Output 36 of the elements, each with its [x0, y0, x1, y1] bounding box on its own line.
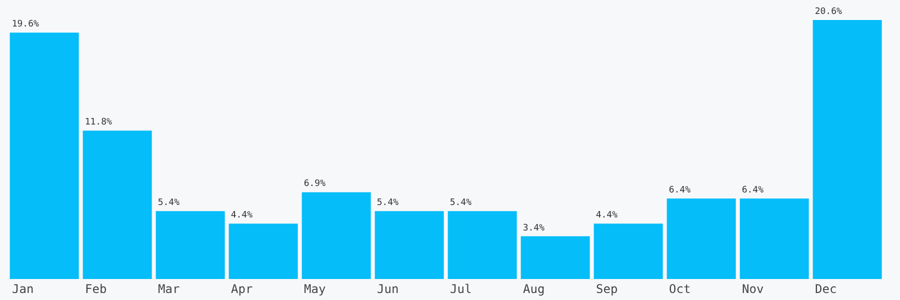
- bar: [228, 224, 298, 279]
- bar: [156, 211, 225, 279]
- bar: [448, 211, 517, 279]
- bar: [82, 130, 152, 279]
- data-label: 5.4%: [376, 198, 400, 208]
- x-tick-label: Dec: [815, 282, 837, 296]
- data-label: 4.4%: [596, 210, 618, 221]
- bar: [594, 224, 663, 279]
- data-label: 6.4%: [742, 186, 764, 196]
- x-tick-label: Feb: [85, 282, 107, 296]
- x-tick-label: Jun: [377, 282, 399, 296]
- x-tick-label: Jul: [450, 282, 472, 296]
- bar: [740, 198, 809, 279]
- x-tick-label: May: [304, 282, 326, 296]
- bar: [302, 192, 371, 279]
- x-tick-label: Jan: [12, 282, 34, 296]
- data-label: 6.4%: [668, 186, 692, 196]
- bar: [520, 236, 590, 279]
- bar: [812, 20, 882, 279]
- data-label: 5.4%: [158, 198, 180, 208]
- x-tick-label: Oct: [669, 282, 691, 296]
- data-label: 19.6%: [12, 20, 40, 30]
- bar: [666, 198, 736, 279]
- data-label: 4.4%: [230, 210, 254, 221]
- bar: [10, 32, 79, 279]
- data-label: 11.8%: [84, 118, 112, 128]
- data-label: 20.6%: [814, 7, 842, 17]
- x-tick-label: Nov: [742, 282, 764, 296]
- data-label: 3.4%: [522, 223, 546, 234]
- x-tick-label: Aug: [523, 282, 545, 296]
- bar: [374, 211, 444, 279]
- data-label: 6.9%: [304, 179, 326, 190]
- x-tick-label: Sep: [596, 282, 618, 296]
- x-tick-label: Mar: [158, 282, 180, 296]
- x-tick-label: Apr: [231, 282, 253, 296]
- data-label: 5.4%: [450, 198, 472, 208]
